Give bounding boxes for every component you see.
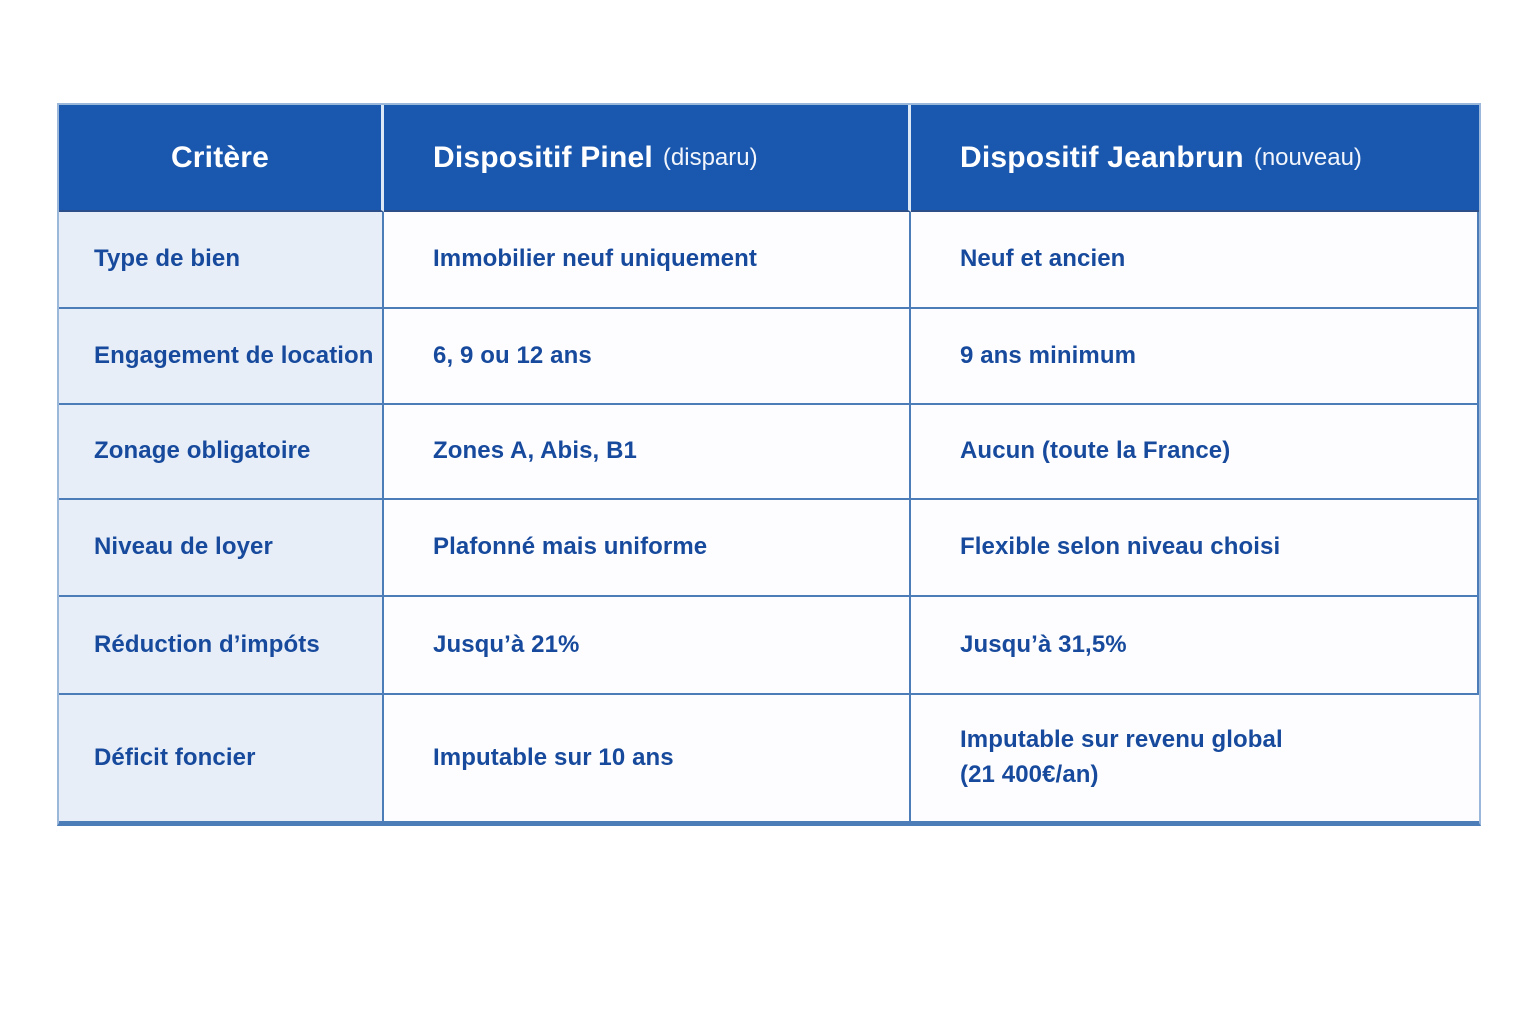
table-row-pinel-value: Immobilier neuf uniquement — [384, 212, 911, 309]
table-row-pinel-value: Zones A, Abis, B1 — [384, 405, 911, 500]
header-pinel-title: Dispositif Pinel — [433, 140, 653, 174]
criterion-label: Réduction d’impóts — [94, 630, 320, 658]
criterion-label: Niveau de loyer — [94, 533, 273, 561]
header-jeanbrun-title: Dispositif Jeanbrun — [960, 140, 1244, 174]
table-row-jeanbrun-value: Flexible selon niveau choisi — [911, 500, 1479, 597]
pinel-value: Plafonné mais uniforme — [433, 533, 708, 561]
table-row-pinel-value: Plafonné mais uniforme — [384, 500, 911, 597]
pinel-value: Jusqu’à 21% — [433, 630, 580, 658]
criterion-label: Engagement de location — [94, 341, 374, 369]
header-cell-pinel: Dispositif Pinel (disparu) — [384, 105, 911, 212]
criterion-label: Type de bien — [94, 245, 241, 273]
table-row-pinel-value: Imputable sur 10 ans — [384, 695, 911, 823]
criterion-label: Déficit foncier — [94, 743, 256, 771]
jeanbrun-value-line1: Imputable sur revenu global — [960, 726, 1283, 754]
header-criterion-label: Critère — [170, 140, 270, 174]
table-row-criterion: Type de bien — [59, 212, 384, 309]
table-row-jeanbrun-value: 9 ans minimum — [911, 309, 1479, 405]
table-row-pinel-value: Jusqu’à 21% — [384, 597, 911, 695]
header-pinel-subtitle: (disparu) — [662, 143, 758, 171]
header-cell-jeanbrun: Dispositif Jeanbrun (nouveau) — [911, 105, 1479, 212]
table-row-jeanbrun-value: Imputable sur revenu global (21 400€/an) — [911, 695, 1479, 823]
jeanbrun-value: Flexible selon niveau choisi — [960, 533, 1281, 561]
table-row-criterion: Déficit foncier — [59, 695, 384, 823]
header-cell-criterion: Critère — [59, 105, 384, 212]
jeanbrun-value-line2: (21 400€/an) — [960, 761, 1099, 788]
table-row-criterion: Engagement de location — [59, 309, 384, 405]
table-row-pinel-value: 6, 9 ou 12 ans — [384, 309, 911, 405]
table-row-criterion: Zonage obligatoire — [59, 405, 384, 500]
table-row-jeanbrun-value: Jusqu’à 31,5% — [911, 597, 1479, 695]
pinel-value: Immobilier neuf uniquement — [433, 245, 757, 273]
jeanbrun-value: Aucun (toute la France) — [960, 437, 1231, 465]
comparison-table: Critère Dispositif Pinel (disparu) Dispo… — [57, 103, 1481, 826]
table-row-criterion: Niveau de loyer — [59, 500, 384, 597]
pinel-value: Imputable sur 10 ans — [433, 743, 674, 771]
table-row-criterion: Réduction d’impóts — [59, 597, 384, 695]
table-row-jeanbrun-value: Aucun (toute la France) — [911, 405, 1479, 500]
jeanbrun-value: Jusqu’à 31,5% — [960, 630, 1127, 658]
jeanbrun-value: 9 ans minimum — [960, 341, 1137, 369]
pinel-value: 6, 9 ou 12 ans — [433, 341, 592, 369]
jeanbrun-value: Imputable sur revenu global (21 400€/an) — [960, 723, 1283, 793]
table-row-jeanbrun-value: Neuf et ancien — [911, 212, 1479, 309]
jeanbrun-value: Neuf et ancien — [960, 245, 1126, 273]
pinel-value: Zones A, Abis, B1 — [433, 437, 637, 465]
header-jeanbrun-subtitle: (nouveau) — [1253, 143, 1362, 171]
criterion-label: Zonage obligatoire — [94, 437, 311, 465]
